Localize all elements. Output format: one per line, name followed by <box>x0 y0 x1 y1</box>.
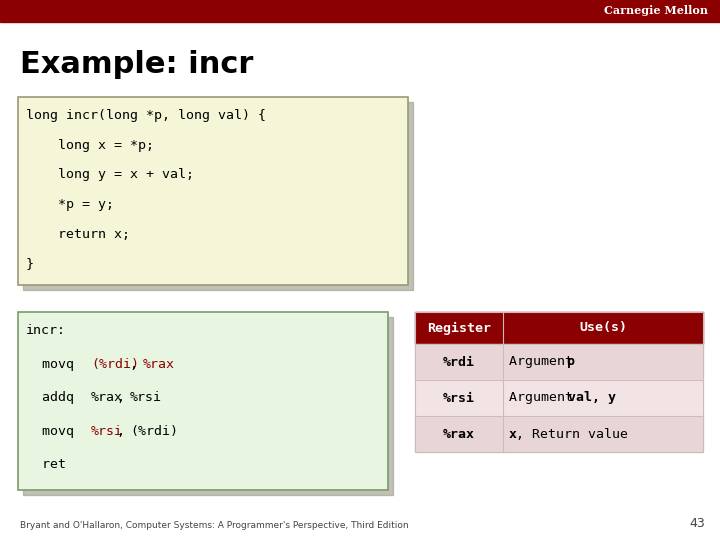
Text: long y = x + val;: long y = x + val; <box>26 168 194 181</box>
Text: %rsi: %rsi <box>91 425 123 438</box>
Text: Argument: Argument <box>509 355 581 368</box>
Text: %rax: %rax <box>143 357 175 370</box>
Bar <box>18 97 408 285</box>
Text: ,: , <box>117 391 133 404</box>
Text: ,: , <box>117 425 133 438</box>
Text: val, y: val, y <box>567 392 616 404</box>
Bar <box>415 416 703 452</box>
Bar <box>18 312 388 490</box>
Text: Example: incr: Example: incr <box>20 50 253 79</box>
Text: x: x <box>509 428 517 441</box>
Text: %rsi: %rsi <box>130 391 162 404</box>
Text: %rdi: %rdi <box>443 355 475 368</box>
Bar <box>415 312 703 344</box>
Text: Argument: Argument <box>509 392 581 404</box>
Text: %rax: %rax <box>443 428 475 441</box>
Text: Use(s): Use(s) <box>579 321 627 334</box>
Bar <box>415 380 703 416</box>
Text: (%rdi): (%rdi) <box>91 357 139 370</box>
Bar <box>0 0 720 22</box>
Text: }: } <box>26 258 34 271</box>
Text: %rsi: %rsi <box>443 392 475 404</box>
Bar <box>415 344 703 380</box>
Text: long x = *p;: long x = *p; <box>26 139 154 152</box>
Bar <box>23 102 413 290</box>
Text: *p = y;: *p = y; <box>26 198 114 211</box>
Text: ,: , <box>130 357 146 370</box>
Text: long incr(long *p, long val) {: long incr(long *p, long val) { <box>26 109 266 122</box>
Text: p: p <box>567 355 575 368</box>
Text: %rax: %rax <box>91 391 123 404</box>
Text: Carnegie Mellon: Carnegie Mellon <box>604 5 708 17</box>
Text: Bryant and O'Hallaron, Computer Systems: A Programmer's Perspective, Third Editi: Bryant and O'Hallaron, Computer Systems:… <box>20 521 409 530</box>
Text: Register: Register <box>427 321 491 335</box>
Text: ret: ret <box>26 458 66 471</box>
Bar <box>415 312 703 452</box>
Text: 43: 43 <box>689 517 705 530</box>
Text: addq: addq <box>26 391 106 404</box>
Text: movq: movq <box>26 357 106 370</box>
Text: incr:: incr: <box>26 324 66 337</box>
Text: return x;: return x; <box>26 228 130 241</box>
Text: movq: movq <box>26 425 106 438</box>
Text: (%rdi): (%rdi) <box>130 425 178 438</box>
Text: , Return value: , Return value <box>516 428 628 441</box>
Bar <box>23 317 393 495</box>
